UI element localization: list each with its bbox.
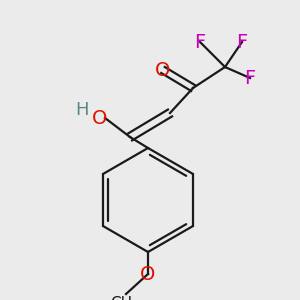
- Text: O: O: [155, 61, 171, 80]
- Text: F: F: [244, 68, 256, 88]
- Text: F: F: [236, 32, 247, 52]
- Text: O: O: [92, 109, 107, 128]
- Text: F: F: [194, 32, 206, 52]
- Text: O: O: [140, 265, 156, 284]
- Text: H: H: [76, 101, 89, 119]
- Text: CH₃: CH₃: [110, 296, 138, 300]
